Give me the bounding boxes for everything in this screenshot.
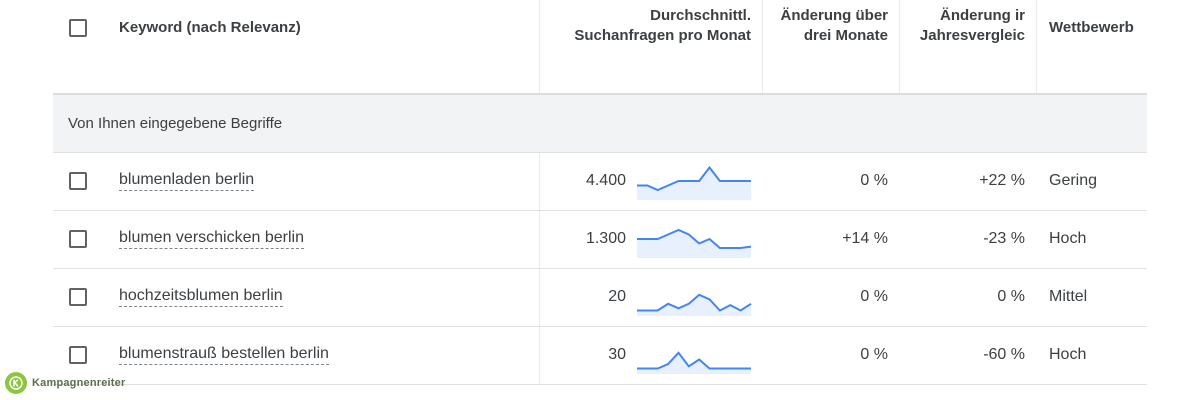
brand-name: Kampagnenreiter [32, 377, 126, 389]
sparkline-area [637, 230, 751, 258]
column-divider [1036, 0, 1037, 93]
row-checkbox[interactable] [69, 172, 87, 190]
header-yoy-change[interactable]: Änderung ir Jahresvergleic [900, 0, 1025, 93]
row-checkbox[interactable] [69, 230, 87, 248]
three-month-change-value: 0 % [860, 288, 888, 305]
row-checkbox[interactable] [69, 346, 87, 364]
table-body: blumenladen berlin 4.400 0 % +22 % Gering blu… [53, 153, 1147, 385]
table-row[interactable]: blumenstrauß bestellen berlin 30 0 % -60 % H… [53, 327, 1147, 385]
header-yoy-line1: Änderung ir [940, 7, 1025, 24]
column-divider [899, 0, 900, 93]
yoy-change-value: +22 % [979, 172, 1025, 189]
table-row[interactable]: blumenladen berlin 4.400 0 % +22 % Gering [53, 153, 1147, 211]
three-month-change-value: 0 % [860, 172, 888, 189]
brand-logo-icon [5, 372, 27, 394]
avg-searches-value: 4.400 [585, 172, 626, 189]
three-month-change-value: +14 % [842, 230, 888, 247]
sparkline-line [637, 351, 751, 370]
sparkline-line [637, 293, 752, 312]
sparkline-area [637, 294, 751, 316]
column-divider [539, 0, 540, 93]
header-three-month-change[interactable]: Änderung über drei Monate [763, 0, 889, 93]
header-three-line1: Änderung über [780, 7, 889, 24]
table-header: Keyword (nach Relevanz) Durchschnittl. S… [53, 0, 1147, 95]
avg-searches-value: 20 [608, 288, 626, 305]
avg-searches-value: 1.300 [585, 230, 626, 247]
column-divider [539, 269, 540, 326]
group-header: Von Ihnen eingegebene Begriffe [53, 95, 1147, 153]
competition-value: Hoch [1049, 346, 1087, 363]
trend-sparkline[interactable] [636, 219, 752, 259]
yoy-change-value: -60 % [983, 346, 1025, 363]
keyword-link[interactable]: blumenstrauß bestellen berlin [119, 345, 329, 365]
competition-value: Hoch [1049, 230, 1087, 247]
header-three-line2: drei Monate [803, 27, 888, 44]
brand-logo: Kampagnenreiter [5, 372, 125, 394]
yoy-change-value: -23 % [983, 230, 1025, 247]
table-row[interactable]: hochzeitsblumen berlin 20 0 % 0 % Mittel [53, 269, 1147, 327]
column-divider [539, 211, 540, 268]
trend-sparkline[interactable] [636, 335, 752, 375]
avg-searches-value: 30 [608, 346, 626, 363]
trend-sparkline[interactable] [636, 161, 752, 201]
table-row[interactable]: blumen verschicken berlin 1.300 +14 % -23 %… [53, 211, 1147, 269]
header-avg-line2: Suchanfragen pro Monat [574, 27, 751, 44]
sparkline-line [637, 228, 752, 249]
sparkline-area [637, 167, 751, 200]
column-divider [539, 153, 540, 210]
keyword-link[interactable]: hochzeitsblumen berlin [119, 287, 283, 307]
row-checkbox[interactable] [69, 288, 87, 306]
column-divider [539, 327, 540, 384]
select-all-checkbox[interactable] [69, 19, 87, 37]
three-month-change-value: 0 % [860, 346, 888, 363]
group-label: Von Ihnen eingegebene Begriffe [68, 115, 283, 132]
keyword-link[interactable]: blumenladen berlin [119, 171, 255, 191]
keyword-link[interactable]: blumen verschicken berlin [119, 229, 304, 249]
competition-value: Mittel [1049, 288, 1088, 305]
header-keyword[interactable]: Keyword (nach Relevanz) [119, 19, 301, 36]
header-avg-searches[interactable]: Durchschnittl. Suchanfragen pro Monat [540, 0, 751, 93]
header-avg-line1: Durchschnittl. [650, 7, 751, 24]
header-yoy-line2: Jahresvergleic [919, 27, 1025, 44]
header-competition[interactable]: Wettbewerb [1049, 19, 1134, 36]
sparkline-line [637, 165, 751, 192]
trend-sparkline[interactable] [636, 277, 752, 317]
yoy-change-value: 0 % [997, 288, 1025, 305]
keyword-table: Keyword (nach Relevanz) Durchschnittl. S… [53, 0, 1147, 385]
competition-value: Gering [1049, 172, 1098, 189]
column-divider [762, 0, 763, 93]
